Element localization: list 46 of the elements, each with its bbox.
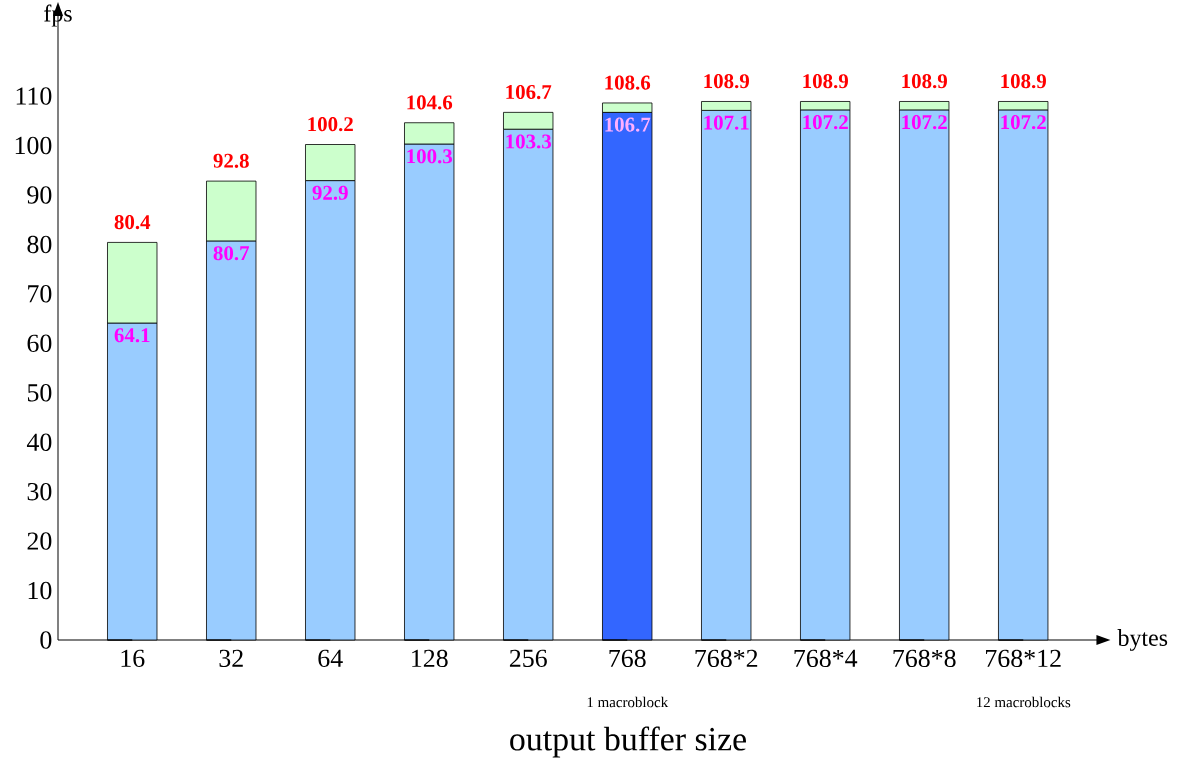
x-tick-label: 128 — [412, 649, 448, 668]
total-label: 108.6 — [605, 75, 651, 90]
x-tick-label: 64 — [318, 649, 343, 668]
x-tick-label: 768*12 — [986, 649, 1061, 668]
y-tick-label: 100 — [15, 136, 52, 155]
total-label: 108.9 — [1001, 74, 1046, 89]
data-label: 107.2 — [1001, 115, 1046, 130]
y-tick-label: 0 — [40, 631, 52, 649]
x-tick-label: 16 — [121, 649, 145, 668]
y-tick-label: 20 — [27, 532, 52, 550]
x-tick-label: 32 — [219, 649, 243, 668]
y-tick-label: 60 — [27, 334, 52, 353]
y-tick-label: 10 — [28, 581, 52, 600]
x-tick-label: 768 — [609, 649, 646, 668]
y-tick-label: 80 — [27, 235, 52, 254]
y-tick-label: 50 — [27, 384, 52, 402]
data-label: 100.3 — [407, 149, 453, 164]
total-label: 108.9 — [803, 74, 848, 89]
data-label: 107.2 — [803, 115, 848, 130]
y-tick-label: 90 — [27, 186, 52, 204]
x-axis-title: bytes — [1117, 629, 1168, 651]
total-label: 108.9 — [902, 74, 947, 89]
y-tick-label: 40 — [26, 433, 52, 451]
text: 1 macroblock — [587, 696, 669, 708]
data-label: 107.1 — [704, 115, 749, 130]
x-tick-label: 768*8 — [893, 649, 956, 668]
y-tick-label: 110 — [16, 87, 52, 105]
y-tick-label: 70 — [28, 285, 52, 303]
x-tick-label: 768*2 — [695, 649, 758, 668]
total-label: 92.8 — [213, 153, 249, 168]
total-label: 80.4 — [114, 215, 151, 230]
total-label: 104.6 — [407, 95, 453, 110]
text: output buffer size — [510, 726, 746, 758]
data-label: 64.1 — [114, 328, 150, 343]
text: 12 macroblocks — [977, 696, 1071, 708]
data-label: 107.2 — [902, 115, 947, 130]
x-tick-label: 256 — [509, 649, 547, 668]
data-label: 92.9 — [312, 185, 348, 200]
total-label: 100.2 — [308, 117, 353, 132]
y-tick-label: 30 — [27, 482, 52, 501]
data-label: 80.7 — [213, 246, 250, 261]
data-label: 106.7 — [605, 117, 651, 132]
x-tick-label: 768*4 — [794, 649, 858, 668]
total-label: 106.7 — [506, 84, 552, 100]
data-label: 103.3 — [506, 134, 552, 149]
total-label: 108.9 — [704, 74, 749, 89]
